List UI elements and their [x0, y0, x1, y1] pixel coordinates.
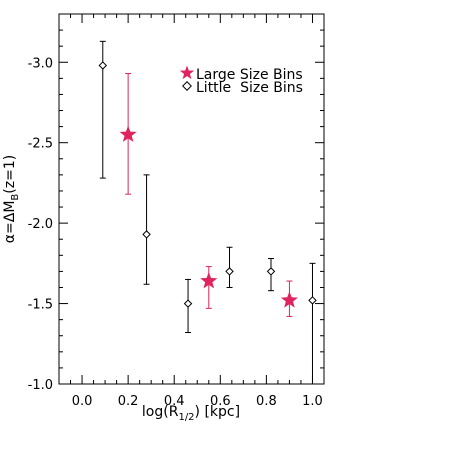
legend-diamond-marker	[182, 81, 192, 91]
diamond-marker	[142, 230, 151, 239]
x-tick-label: 0.8	[256, 394, 277, 409]
legend-star-marker	[179, 65, 195, 80]
diamond-marker	[266, 267, 276, 276]
y-tick-label: -1.5	[28, 298, 53, 313]
x-tick-label: 0.6	[210, 394, 231, 409]
y-tick-label: -2.0	[28, 217, 53, 232]
plot-frame	[58, 13, 325, 385]
diamond-marker	[225, 267, 234, 276]
data-markers	[98, 61, 317, 308]
diamond-marker	[308, 296, 317, 305]
x-axis-title: log(R1/2) [kpc]	[142, 404, 240, 423]
diamond-marker	[98, 61, 108, 70]
diamond-marker	[183, 299, 193, 308]
star-marker	[200, 272, 218, 289]
y-tick-label: -1.0	[28, 378, 53, 393]
y-axis-title: α=ΔMB(z=1)	[2, 155, 21, 243]
x-tick-label: 0.2	[118, 394, 139, 409]
error-bars	[99, 40, 316, 385]
x-tick-label: 1.0	[302, 394, 323, 409]
y-axis-ticks: -3.0 -2.5 -2.0 -1.5 -1.0	[28, 13, 324, 393]
x-axis-ticks: 0.0 0.2 0.4 0.6 0.8 1.0	[58, 14, 325, 409]
legend: Large Size Bins Little Size Bins	[179, 65, 303, 96]
x-tick-label: 0.0	[72, 394, 93, 409]
x-tick-label: 0.4	[164, 394, 185, 409]
legend-label-large: Large Size Bins	[196, 67, 303, 83]
star-marker	[280, 291, 298, 308]
star-marker	[119, 125, 137, 142]
y-tick-label: -2.5	[28, 137, 53, 152]
y-tick-label: -3.0	[28, 56, 53, 71]
legend-label-little: Little Size Bins	[196, 80, 303, 96]
